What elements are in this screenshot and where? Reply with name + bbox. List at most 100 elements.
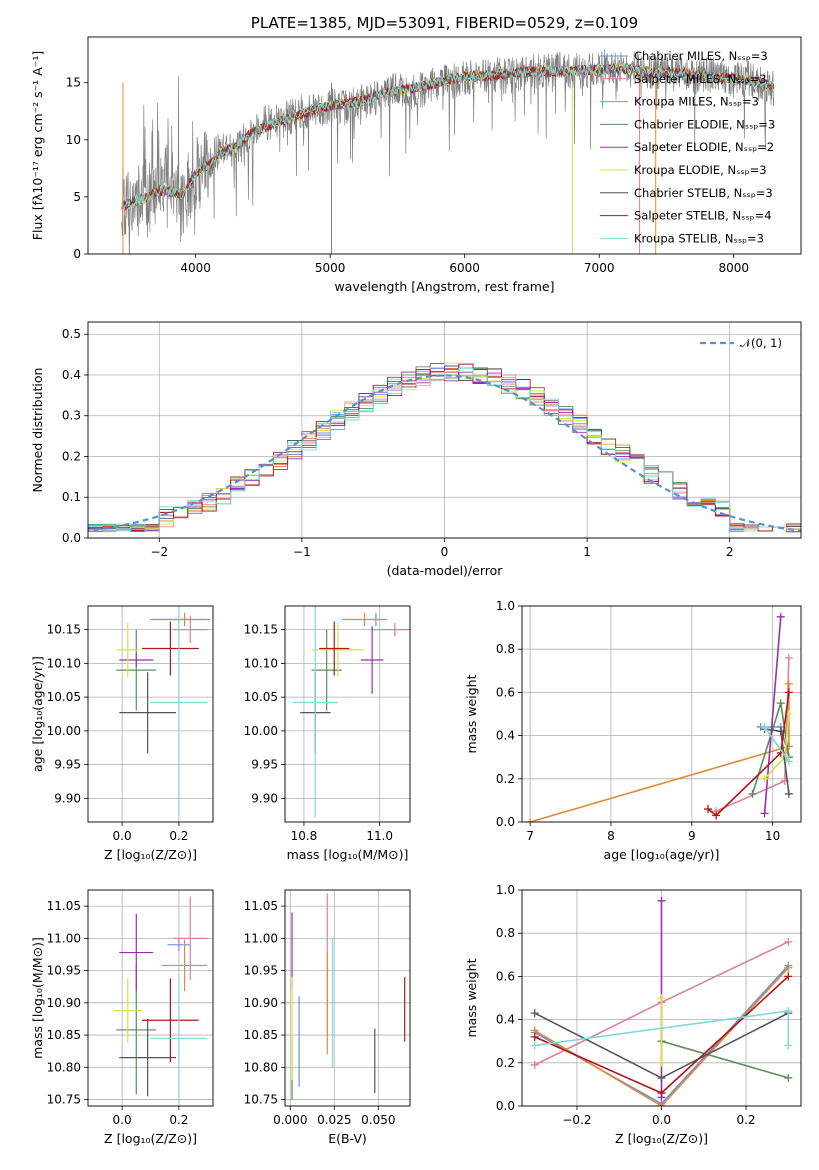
x-tick-label: 0.025 xyxy=(317,1113,351,1127)
y-tick-label: 0.4 xyxy=(496,1013,515,1027)
legend-entry: Chabrier MILES, Nₛₛₚ=3 xyxy=(634,49,768,63)
weight-marker xyxy=(657,1058,666,1067)
error-bar-point xyxy=(141,621,199,676)
error-bar-point xyxy=(311,629,342,711)
x-tick-label: 0 xyxy=(441,545,449,559)
weight-marker xyxy=(784,757,793,766)
weight-marker xyxy=(784,688,793,697)
legend-entry: Kroupa STELIB, Nₛₛₚ=3 xyxy=(634,231,764,245)
weight-marker xyxy=(657,1073,666,1082)
weight-marker xyxy=(784,937,793,946)
legend-entry: Salpeter ELODIE, Nₛₛₚ=2 xyxy=(634,140,774,154)
x-tick-label: 0.2 xyxy=(169,829,188,843)
y-tick-label: 10.80 xyxy=(244,1060,278,1074)
plot-area xyxy=(530,896,793,1106)
y-tick-label: 1.0 xyxy=(496,883,515,897)
weight-marker xyxy=(530,1041,539,1050)
axis-frame: 0.000 0.025 0.050 10.75 10.80 10.85 10.90 10.95… xyxy=(244,889,411,1146)
weight-series xyxy=(763,616,782,814)
x-tick-label: 1 xyxy=(583,545,591,559)
y-tick-label: 10.00 xyxy=(244,724,278,738)
legend-entry: Chabrier STELIB, Nₛₛₚ=3 xyxy=(634,186,773,200)
error-bar-point xyxy=(150,606,208,818)
y-tick-label: 10.90 xyxy=(47,996,81,1010)
y-tick-label: 10.90 xyxy=(244,996,278,1010)
y-axis-label: mass weight xyxy=(464,958,479,1037)
y-tick-label: 11.05 xyxy=(244,899,278,913)
y-tick-label: 9.95 xyxy=(251,758,278,772)
y-tick-label: 0.5 xyxy=(62,327,81,341)
axes-border xyxy=(87,321,802,539)
y-tick-label: 0.1 xyxy=(62,490,81,504)
y-tick-label: 10.15 xyxy=(47,623,81,637)
plot-area xyxy=(116,606,211,818)
weight-marker xyxy=(530,1060,539,1069)
chart-title: PLATE=1385, MJD=53091, FIBERID=0529, z=0… xyxy=(251,14,638,32)
normal-reference-curve xyxy=(88,374,801,532)
y-tick-label: 10.75 xyxy=(244,1093,278,1107)
legend-entry: Kroupa ELODIE, Nₛₛₚ=3 xyxy=(634,163,767,177)
y-tick-label: 10.95 xyxy=(47,964,81,978)
error-bar-point xyxy=(292,606,339,818)
weight-series xyxy=(707,692,790,817)
x-axis-label: E(B-V) xyxy=(328,1131,367,1146)
x-tick-label: 0.0 xyxy=(113,829,132,843)
weight-marker xyxy=(526,818,535,822)
error-bar-point xyxy=(341,612,388,627)
panel-spectrum: 4000 5000 6000 7000 8000 0 5 10 15 wavelength [An… xyxy=(30,14,802,294)
x-tick-label: −2 xyxy=(150,545,168,559)
legend: Chabrier MILES, Nₛₛₚ=3 Salpeter MILES, Nₛ… xyxy=(600,49,775,245)
y-tick-label: 0 xyxy=(73,247,81,261)
y-tick-label: 0.4 xyxy=(62,368,81,382)
axes-border xyxy=(284,889,411,1107)
axis-frame: 10.8 11.0 9.90 9.95 10.00 10.05 10.10 10.15 mass… xyxy=(244,605,411,862)
weight-marker xyxy=(776,699,785,708)
x-tick-label: 0.2 xyxy=(169,1113,188,1127)
y-tick-label: 10.05 xyxy=(244,690,278,704)
plot-area xyxy=(526,612,793,822)
axis-frame: 0.0 0.2 9.90 9.95 10.00 10.05 10.10 10.15 Z [log… xyxy=(30,605,214,862)
observed-spectrum xyxy=(121,48,775,254)
x-axis-label: wavelength [Angstrom, rest frame] xyxy=(334,279,554,294)
x-tick-label: 10.8 xyxy=(291,829,318,843)
error-bar-point xyxy=(311,622,365,677)
weight-marker xyxy=(776,612,785,621)
axes-border xyxy=(521,889,802,1107)
x-axis-label: age [log₁₀(age/yr)] xyxy=(604,847,720,862)
x-axis-label: Z [log₁₀(Z/Z⊙)] xyxy=(615,1131,708,1146)
y-tick-label: 10.05 xyxy=(47,690,81,704)
x-tick-label: 6000 xyxy=(449,261,480,275)
panel-residuals: −2 −1 0 1 2 0.0 0.1 0.2 0.3 0.4 0.5 (data-model)/er… xyxy=(30,321,802,578)
x-tick-label: 0.050 xyxy=(361,1113,395,1127)
axes-border xyxy=(87,605,214,823)
plot-area xyxy=(121,48,775,254)
legend-entry: 𝒩(0, 1) xyxy=(740,336,782,350)
y-tick-label: 10.10 xyxy=(47,656,81,670)
weight-marker xyxy=(784,972,793,981)
error-bar-point xyxy=(372,622,410,637)
plot-area xyxy=(88,362,801,533)
x-tick-label: 0.0 xyxy=(113,1113,132,1127)
legend-entry: Salpeter MILES, Nₛₛₚ=3 xyxy=(634,72,767,86)
error-bar-point xyxy=(173,896,208,981)
weight-marker xyxy=(784,789,793,798)
x-axis-label: (data-model)/error xyxy=(387,563,504,578)
x-tick-label: 10 xyxy=(765,829,780,843)
y-tick-label: 0.8 xyxy=(496,926,515,940)
x-axis-label: Z [log₁₀(Z/Z⊙)] xyxy=(104,847,197,862)
weight-marker xyxy=(784,963,793,972)
legend-entry: Salpeter STELIB, Nₛₛₚ=4 xyxy=(634,209,772,223)
y-tick-label: 0.4 xyxy=(496,729,515,743)
weight-marker xyxy=(657,1102,666,1106)
panel-weight-vs-Z: −0.2 0.0 0.2 0.0 0.2 0.4 0.6 0.8 1.0 Z [log₁₀(Z/Z… xyxy=(464,883,802,1146)
axes-border xyxy=(284,605,411,823)
weight-marker xyxy=(760,774,769,783)
x-tick-label: 0.2 xyxy=(736,1113,755,1127)
panel-age-vs-Z: 0.0 0.2 9.90 9.95 10.00 10.05 10.10 10.15 Z [log… xyxy=(30,605,214,862)
y-axis-label: Normed distribution xyxy=(30,368,45,493)
weight-series xyxy=(763,726,790,762)
y-tick-label: 10.10 xyxy=(244,656,278,670)
panel-age-vs-mass: 10.8 11.0 9.90 9.95 10.00 10.05 10.10 10.15 mass… xyxy=(244,605,411,862)
error-bar-point xyxy=(360,626,384,694)
model-spectrum xyxy=(121,62,775,210)
